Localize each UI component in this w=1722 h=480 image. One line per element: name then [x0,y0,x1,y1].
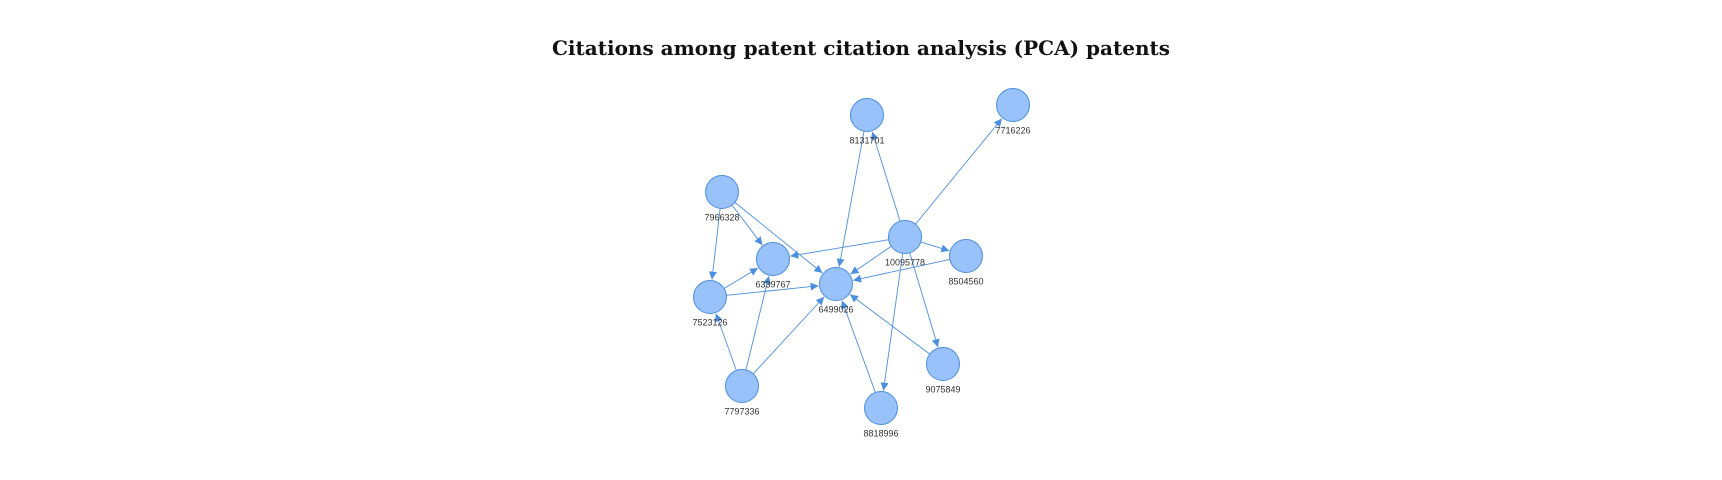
node-circle[interactable] [726,370,759,403]
edge-10095778-8504560 [921,242,950,251]
node-10095778[interactable]: 10095778 [885,221,925,268]
node-label: 7797336 [724,407,759,417]
node-circle[interactable] [927,348,960,381]
node-8504560[interactable]: 8504560 [948,240,983,287]
node-label: 7966328 [704,213,739,223]
node-7523126[interactable]: 7523126 [692,281,727,328]
node-label: 8131701 [849,136,884,146]
node-7716226[interactable]: 7716226 [995,89,1030,136]
node-6499026[interactable]: 6499026 [818,268,853,315]
node-circle[interactable] [865,392,898,425]
node-8131701[interactable]: 8131701 [849,99,884,146]
edge-7797336-6499026 [753,297,824,374]
node-6339767[interactable]: 6339767 [755,243,790,290]
node-label: 7716226 [995,126,1030,136]
node-label: 10095778 [885,258,925,268]
node-9075849[interactable]: 9075849 [925,348,960,395]
edge-8131701-6499026 [839,131,864,267]
edge-7797336-6339767 [746,276,769,370]
node-circle[interactable] [889,221,922,254]
node-circle[interactable] [694,281,727,314]
node-label: 8504560 [948,277,983,287]
node-circle[interactable] [851,99,884,132]
node-label: 7523126 [692,318,727,328]
node-circle[interactable] [757,243,790,276]
node-label: 9075849 [925,385,960,395]
node-8818996[interactable]: 8818996 [863,392,898,439]
edge-7523126-6339767 [724,268,758,288]
node-label: 6499026 [818,305,853,315]
node-circle[interactable] [706,176,739,209]
edge-10095778-7716226 [915,119,1001,225]
node-circle[interactable] [997,89,1030,122]
node-7966328[interactable]: 7966328 [704,176,739,223]
edge-7966328-6339767 [732,205,762,245]
nodes-layer: 8131701 7716226 7966328 10095778 8504560 6339… [692,89,1030,439]
node-label: 6339767 [755,280,790,290]
edge-10095778-6339767 [790,240,888,256]
node-circle[interactable] [950,240,983,273]
node-circle[interactable] [820,268,853,301]
node-7797336[interactable]: 7797336 [724,370,759,417]
node-label: 8818996 [863,429,898,439]
